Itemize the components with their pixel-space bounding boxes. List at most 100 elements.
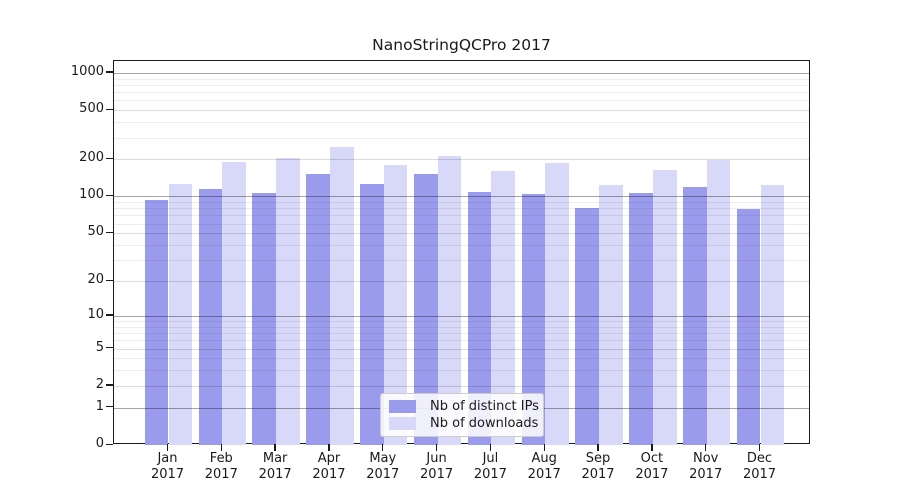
y-tick-label-200: 200 <box>79 150 104 166</box>
legend-item-downloads: Nb of downloads <box>389 415 539 432</box>
y-tick-mark <box>106 71 113 73</box>
y-tick-label-500: 500 <box>79 101 104 117</box>
gridline-500 <box>114 110 809 112</box>
bar-jul-downloads <box>491 171 516 445</box>
bar-jul-distinct-ips <box>467 191 492 445</box>
bar-sep-downloads <box>599 185 623 445</box>
bar-mar-distinct-ips <box>252 192 277 445</box>
x-tick-mark <box>274 444 276 451</box>
bar-dec-downloads <box>760 184 785 445</box>
x-tick-mark <box>489 444 492 451</box>
bar-oct-downloads <box>652 169 677 445</box>
bar-jun-downloads <box>437 156 462 445</box>
y-tick-label-1: 1 <box>95 398 104 414</box>
x-tick-mark <box>382 444 384 451</box>
bar-nov-downloads <box>706 159 731 445</box>
gridline-9 <box>114 321 809 322</box>
legend-label-downloads: Nb of downloads <box>430 416 539 431</box>
bar-may-downloads <box>383 165 408 445</box>
gridline-4 <box>114 358 809 360</box>
gridline-3 <box>114 370 809 372</box>
x-tick-mark <box>705 444 707 451</box>
legend-item-distinct-ips: Nb of distinct IPs <box>389 398 539 415</box>
bar-feb-distinct-ips <box>198 188 223 445</box>
gridline-6 <box>114 340 809 342</box>
gridline-700 <box>114 92 809 94</box>
x-tick-mark <box>758 444 761 451</box>
bar-dec-distinct-ips <box>736 209 761 445</box>
gridline-600 <box>114 100 809 102</box>
x-tick-label-feb: Feb 2017 <box>204 451 238 482</box>
gridline-100 <box>114 196 809 198</box>
gridline-20 <box>114 281 809 283</box>
y-tick-label-0: 0 <box>95 436 104 451</box>
x-tick-label-may: May 2017 <box>366 451 400 482</box>
gridline-30 <box>114 260 809 262</box>
x-tick-mark <box>597 444 599 451</box>
gridline-50 <box>114 233 809 235</box>
x-tick-label-oct: Oct 2017 <box>635 451 669 482</box>
y-tick-mark <box>106 279 113 281</box>
y-tick-mark <box>106 157 113 160</box>
gridline-400 <box>114 122 809 124</box>
bar-aug-downloads <box>545 163 569 445</box>
gridline-40 <box>114 245 809 246</box>
bars-layer <box>114 61 809 445</box>
x-tick-label-sep: Sep 2017 <box>581 451 615 482</box>
legend-label-distinct-ips: Nb of distinct IPs <box>430 399 539 414</box>
x-tick-label-dec: Dec 2017 <box>742 451 777 482</box>
y-tick-label-2: 2 <box>95 376 104 392</box>
x-tick-label-jul: Jul 2017 <box>473 451 507 482</box>
y-tick-mark <box>106 108 113 111</box>
gridline-800 <box>114 84 809 86</box>
bar-oct-distinct-ips <box>629 192 653 445</box>
y-tick-mark <box>106 231 113 234</box>
bar-apr-distinct-ips <box>306 174 330 445</box>
bar-feb-downloads <box>222 162 246 445</box>
gridline-80 <box>114 208 809 210</box>
x-tick-mark <box>543 444 545 451</box>
y-tick-label-20: 20 <box>87 272 104 288</box>
gridline-300 <box>114 137 809 139</box>
bar-nov-distinct-ips <box>682 187 707 445</box>
gridline-200 <box>114 159 809 161</box>
legend-swatch-downloads <box>389 417 416 430</box>
bar-apr-downloads <box>329 146 354 445</box>
gridline-8 <box>114 326 809 328</box>
gridline-7 <box>114 333 809 335</box>
y-tick-label-5: 5 <box>95 339 104 355</box>
y-tick-label-50: 50 <box>87 224 104 240</box>
bar-mar-downloads <box>276 158 300 445</box>
bar-jan-downloads <box>168 184 193 445</box>
x-tick-mark <box>328 444 330 451</box>
y-tick-label-1000: 1000 <box>70 63 104 79</box>
bar-jan-distinct-ips <box>144 200 169 445</box>
chart-title: NanoStringQCPro 2017 <box>372 36 551 54</box>
legend-swatch-distinct-ips <box>389 400 416 413</box>
y-tick-mark <box>106 384 113 386</box>
gridline-60 <box>114 223 809 225</box>
y-tick-mark <box>106 443 113 445</box>
x-tick-label-nov: Nov 2017 <box>689 451 723 482</box>
bar-may-distinct-ips <box>360 184 384 445</box>
gridline-90 <box>114 202 809 204</box>
gridline-70 <box>114 215 809 217</box>
x-tick-label-mar: Mar 2017 <box>258 451 292 482</box>
y-tick-mark <box>106 194 113 197</box>
gridline-5 <box>114 348 809 350</box>
x-tick-label-jan: Jan 2017 <box>150 451 185 482</box>
x-tick-label-aug: Aug 2017 <box>527 451 561 482</box>
x-tick-mark <box>651 444 653 451</box>
legend: Nb of distinct IPs Nb of downloads <box>380 393 544 437</box>
gridlines-layer <box>114 61 809 443</box>
x-tick-mark <box>166 444 169 451</box>
y-tick-label-10: 10 <box>87 306 104 322</box>
gridline-10 <box>114 315 809 317</box>
bar-jun-distinct-ips <box>413 173 438 445</box>
y-tick-label-100: 100 <box>79 187 104 203</box>
plot-area <box>113 60 810 445</box>
x-tick-label-jun: Jun 2017 <box>420 451 454 482</box>
y-tick-mark <box>106 314 113 316</box>
gridline-900 <box>114 78 809 80</box>
